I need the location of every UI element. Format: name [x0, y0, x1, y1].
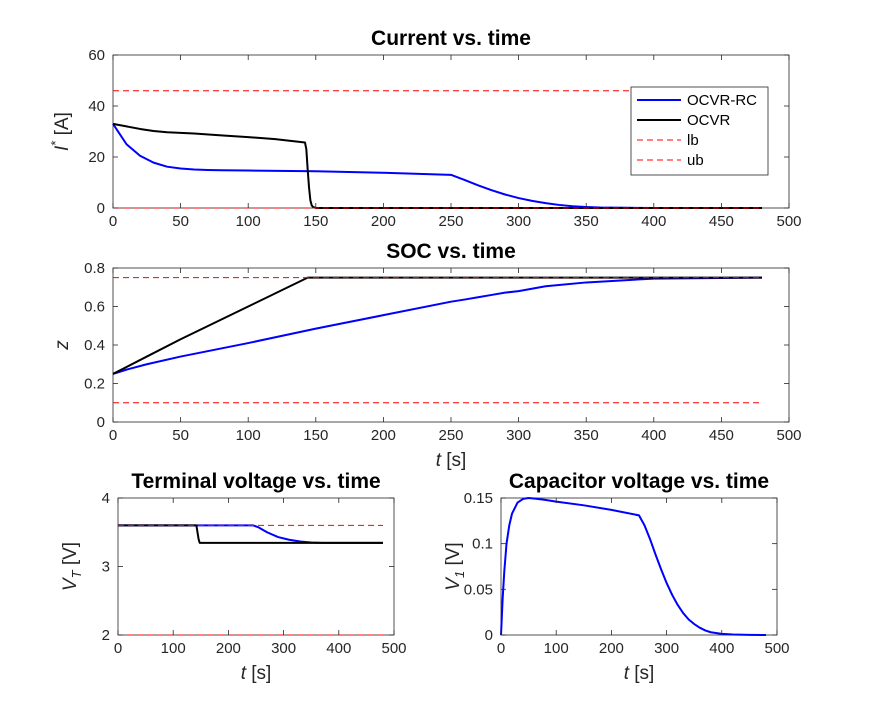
y-tick-label: 0.1	[472, 536, 493, 553]
x-tick-label: 150	[303, 427, 328, 444]
y-axis-label-symbol: I	[52, 145, 73, 151]
capacitor-voltage-panel: 0 100 200 300 400 500 0 0.05 0.1 0.15 Capacitor vo…	[443, 470, 790, 684]
y-tick-label: 0.6	[84, 299, 105, 316]
y-tick-label: 0.4	[84, 337, 105, 354]
x-tick-label: 400	[641, 427, 666, 444]
y-tick-label: 3	[102, 559, 110, 576]
current-vs-time-panel: 0 50 100 150 200 250 300 350 400 450 500 0 20 40 60 Cur…	[48, 27, 802, 230]
x-tick-label: 100	[161, 640, 186, 657]
series-line-ocvr-rc	[500, 497, 766, 636]
y-tick-label: 2	[102, 627, 110, 644]
x-tick-label: 400	[326, 640, 351, 657]
y-tick-label: 0.2	[84, 376, 105, 393]
x-tick-label: 250	[438, 213, 463, 230]
x-tick-label: 350	[574, 213, 599, 230]
x-axis-label-unit: [s]	[246, 663, 271, 684]
y-axis-label-superscript: *	[48, 141, 63, 146]
x-tick-label: 150	[303, 213, 328, 230]
x-tick-label: 200	[216, 640, 241, 657]
y-axis-label-subscript: T	[69, 569, 84, 578]
legend-entry-ocvr: OCVR	[687, 112, 731, 129]
x-tick-label: 100	[544, 640, 569, 657]
y-axis-label: z	[52, 340, 73, 351]
x-tick-label: 300	[271, 640, 296, 657]
x-tick-label: 350	[574, 427, 599, 444]
y-axis-label: I* [A]	[48, 112, 73, 151]
y-axis-label-symbol: z	[52, 340, 73, 351]
x-tick-label: 0	[109, 427, 117, 444]
y-axis-label-subscript: 1	[452, 571, 467, 578]
x-tick-label: 250	[438, 427, 463, 444]
y-tick-label: 60	[88, 47, 105, 64]
terminal-voltage-panel: 0 100 200 300 400 500 2 3 4 Terminal voltage vs. …	[60, 470, 407, 684]
y-tick-label: 40	[88, 98, 105, 115]
x-tick-label: 500	[776, 213, 801, 230]
x-tick-label: 400	[709, 640, 734, 657]
chart-title: Current vs. time	[371, 27, 531, 50]
x-tick-label: 0	[114, 640, 122, 657]
x-tick-label: 100	[236, 213, 261, 230]
x-axis-label: t [s]	[241, 663, 272, 684]
plot-area	[500, 497, 778, 636]
x-axis-label-unit: [s]	[441, 450, 466, 471]
legend-entry-lb: lb	[687, 132, 699, 149]
x-axis-label-symbol: t	[624, 663, 630, 684]
x-tick-label: 400	[641, 213, 666, 230]
legend-entry-ocvr-rc: OCVR-RC	[687, 92, 757, 109]
plot-area	[112, 267, 790, 423]
x-tick-label: 300	[654, 640, 679, 657]
x-tick-label: 300	[506, 213, 531, 230]
x-tick-label: 450	[709, 213, 734, 230]
series-line-ocvr	[112, 122, 762, 209]
x-axis-label-symbol: t	[241, 663, 247, 684]
legend-entry-ub: ub	[687, 152, 704, 169]
y-axis-label-unit: [V]	[60, 542, 81, 571]
chart-title: SOC vs. time	[386, 240, 516, 263]
y-axis-label: V1 [V]	[443, 542, 467, 590]
x-tick-label: 500	[764, 640, 789, 657]
plot-area	[117, 497, 395, 636]
legend: OCVR-RC OCVR lb ub	[630, 86, 769, 176]
x-tick-label: 0	[109, 213, 117, 230]
x-tick-label: 300	[506, 427, 531, 444]
x-tick-label: 450	[709, 427, 734, 444]
x-axis-label: t [s]	[436, 450, 467, 471]
y-tick-label: 0	[97, 200, 105, 217]
chart-title: Terminal voltage vs. time	[131, 470, 380, 493]
y-axis-label-symbol: V	[443, 576, 464, 591]
x-tick-label: 100	[236, 427, 261, 444]
x-tick-label: 0	[497, 640, 505, 657]
series-line-ocvr-rc	[112, 276, 762, 375]
x-axis-label-unit: [s]	[629, 663, 654, 684]
series-line-ocvr	[112, 276, 762, 375]
y-tick-label: 4	[102, 490, 110, 507]
y-tick-label: 0	[97, 414, 105, 431]
x-tick-label: 50	[172, 427, 189, 444]
soc-vs-time-panel: 0 50 100 150 200 250 300 350 400 450 500 0 0.2 0.4 0.6…	[52, 240, 802, 471]
x-tick-label: 50	[172, 213, 189, 230]
y-tick-label: 0.05	[464, 581, 493, 598]
x-tick-label: 500	[381, 640, 406, 657]
y-axis-label-unit: [V]	[443, 542, 464, 571]
y-tick-label: 20	[88, 149, 105, 166]
y-tick-label: 0	[485, 627, 493, 644]
legend-box	[630, 86, 769, 176]
x-axis-label-symbol: t	[436, 450, 442, 471]
x-tick-label: 200	[599, 640, 624, 657]
x-axis-label: t [s]	[624, 663, 655, 684]
chart-title: Capacitor voltage vs. time	[509, 470, 769, 493]
x-tick-label: 200	[371, 213, 396, 230]
x-tick-label: 200	[371, 427, 396, 444]
y-tick-label: 0.15	[464, 490, 493, 507]
y-axis-label: VT [V]	[60, 542, 84, 591]
y-tick-label: 0.8	[84, 260, 105, 277]
y-axis-label-symbol: V	[60, 576, 81, 591]
series-line-ocvr-rc	[112, 123, 762, 209]
y-axis-label-unit: [A]	[52, 112, 73, 141]
x-tick-label: 500	[776, 427, 801, 444]
